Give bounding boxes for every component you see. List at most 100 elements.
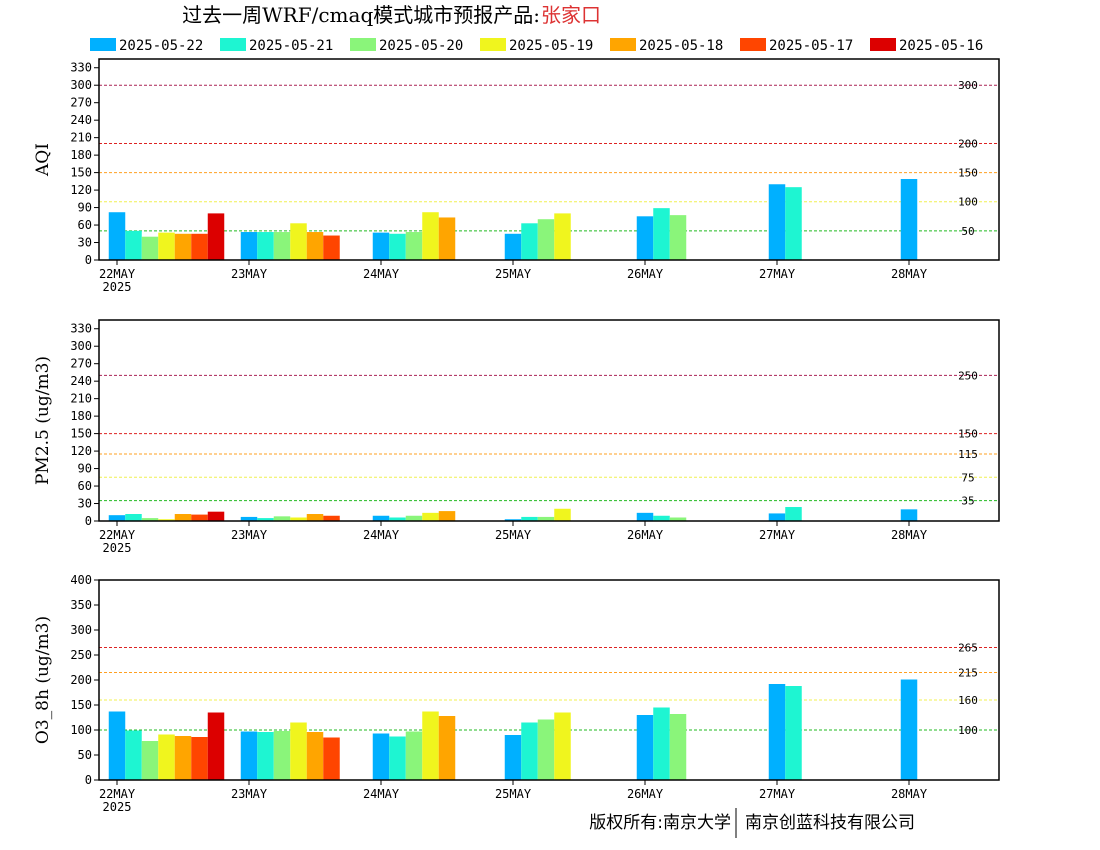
panel-o3: 100 160 215 265 0 50 100 150 200 250 300 350 400 22MA…	[33, 573, 1000, 814]
y-tick-label: 300	[70, 623, 92, 637]
y-tick-label: 50	[78, 748, 92, 762]
bar	[389, 517, 406, 521]
bar	[537, 219, 555, 260]
copyright: 版权所有:南京大学 南京创蓝科技有限公司	[589, 808, 915, 838]
y-tick-label: 0	[85, 253, 92, 267]
bar	[158, 734, 175, 780]
legend-swatch	[480, 38, 506, 51]
legend-label: 2025-05-22	[119, 38, 203, 54]
x-tick-label: 23MAY	[231, 787, 268, 801]
x-tick-label: 22MAY	[99, 528, 136, 542]
y-tick-label: 300	[70, 78, 92, 92]
bar	[438, 217, 456, 260]
bar	[405, 232, 423, 260]
bar	[174, 736, 192, 780]
y-tick-label: 240	[70, 113, 92, 127]
y-tick-label: 60	[78, 218, 92, 232]
legend-label: 2025-05-17	[769, 38, 853, 54]
copyright-right: 南京创蓝科技有限公司	[745, 813, 915, 833]
x-tick-label: 23MAY	[231, 528, 268, 542]
bar	[768, 684, 786, 780]
bar	[191, 737, 208, 780]
chart-title: 过去一周WRF/cmaq模式城市预报产品: 张家口	[182, 3, 601, 27]
x-tick-label: 23MAY	[231, 267, 268, 281]
plot-frame	[98, 319, 1000, 522]
legend-label: 2025-05-16	[899, 38, 983, 54]
bar	[405, 515, 423, 521]
bar	[257, 732, 274, 780]
bar	[240, 516, 258, 521]
bar	[290, 223, 307, 260]
bar	[306, 732, 324, 780]
bar	[504, 233, 522, 260]
x-tick-label: 27MAY	[759, 528, 796, 542]
plot-frame	[98, 58, 1000, 261]
x-tick-label: 27MAY	[759, 267, 796, 281]
bar	[372, 232, 390, 260]
bar	[785, 686, 802, 780]
bar	[290, 517, 307, 521]
y-tick-label: 240	[70, 374, 92, 388]
threshold-label: 160	[958, 694, 978, 707]
bar	[174, 233, 192, 260]
bar	[125, 514, 142, 521]
bar	[290, 722, 307, 780]
threshold-label: 50	[961, 225, 974, 238]
legend-swatch	[610, 38, 636, 51]
x-year-label: 2025	[103, 280, 132, 294]
x-tick-label: 28MAY	[891, 787, 928, 801]
y-tick-label: 0	[85, 773, 92, 787]
panel-pm25: 35 75 115 150 250 0 30 60 90 120 150 180 210 240 270 30…	[33, 319, 1000, 555]
x-year-label: 2025	[103, 800, 132, 814]
bar	[125, 730, 142, 780]
y-axis-label: AQI	[33, 143, 53, 177]
threshold-label: 35	[961, 495, 974, 508]
chart-title-main: 过去一周WRF/cmaq模式城市预报产品:	[182, 3, 540, 27]
bar	[240, 232, 258, 260]
bar	[554, 508, 571, 521]
bar	[141, 236, 159, 260]
legend-label: 2025-05-18	[639, 38, 723, 54]
threshold-label: 300	[958, 79, 978, 92]
threshold-label: 150	[958, 428, 978, 441]
y-tick-label: 0	[85, 514, 92, 528]
x-tick-label: 28MAY	[891, 528, 928, 542]
x-tick-label: 24MAY	[363, 787, 400, 801]
bar	[306, 232, 324, 260]
bar	[191, 514, 208, 521]
legend-swatch	[90, 38, 116, 51]
y-tick-label: 300	[70, 339, 92, 353]
legend-swatch	[220, 38, 246, 51]
y-tick-label: 180	[70, 409, 92, 423]
bar	[273, 516, 291, 521]
x-tick-label: 22MAY	[99, 787, 136, 801]
bar	[521, 722, 538, 780]
legend-swatch	[740, 38, 766, 51]
bar	[125, 230, 142, 260]
bar	[653, 515, 670, 521]
y-tick-label: 180	[70, 148, 92, 162]
bar	[422, 512, 439, 521]
bar	[537, 516, 555, 521]
threshold-label: 75	[961, 471, 974, 484]
bar	[141, 741, 159, 780]
y-axis-label: O3_8h (ug/m3)	[33, 616, 53, 744]
bar	[174, 514, 192, 521]
bar	[669, 215, 687, 260]
bar	[207, 511, 225, 521]
y-tick-label: 60	[78, 479, 92, 493]
bar	[521, 516, 538, 521]
bar	[323, 235, 340, 260]
bar	[537, 719, 555, 780]
bar	[636, 715, 654, 780]
x-tick-label: 25MAY	[495, 528, 532, 542]
bar	[389, 736, 406, 780]
threshold-label: 250	[958, 369, 978, 382]
y-tick-label: 400	[70, 573, 92, 587]
x-tick-label: 27MAY	[759, 787, 796, 801]
bar	[405, 731, 423, 780]
y-tick-label: 120	[70, 444, 92, 458]
bar	[389, 233, 406, 260]
y-axis-label: PM2.5 (ug/m3)	[33, 356, 53, 485]
bar	[438, 511, 456, 521]
